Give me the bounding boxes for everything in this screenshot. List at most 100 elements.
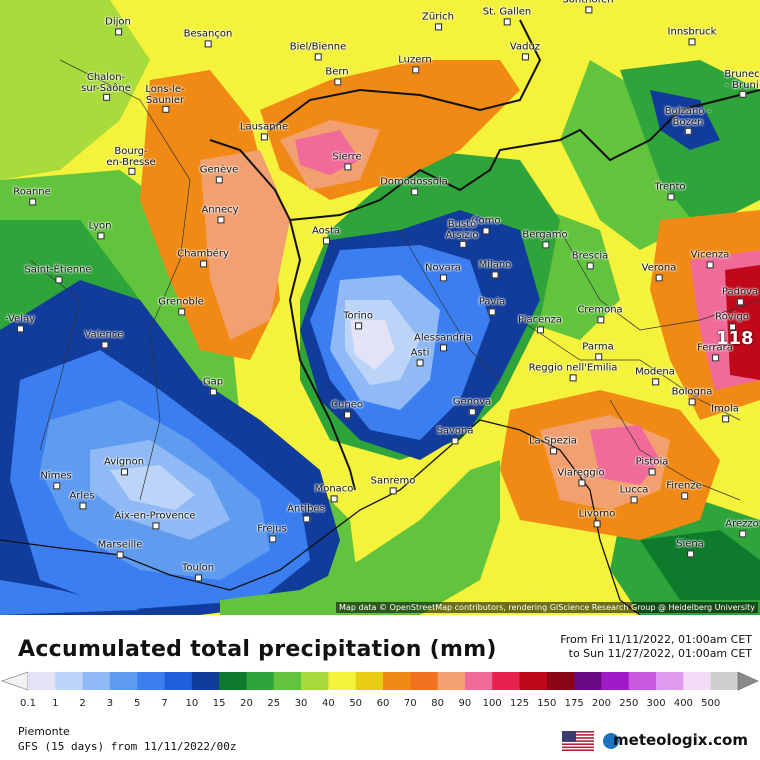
- city-label: Vicenza: [690, 249, 730, 268]
- city-label: Monaco: [314, 483, 354, 502]
- city-label: Valence: [84, 329, 124, 348]
- city-label: Innsbruck: [667, 26, 717, 45]
- scale-swatch: [683, 672, 712, 690]
- scale-swatch: [137, 672, 166, 690]
- scale-tick-label: 125: [509, 698, 530, 709]
- city-label: Siena: [676, 538, 704, 557]
- city-label: Pavia: [478, 296, 506, 315]
- precipitation-field: [0, 0, 760, 615]
- city-label: Vaduz: [509, 41, 541, 60]
- city-label: Roanne: [13, 186, 51, 205]
- map-attribution: Map data © OpenStreetMap contributors, r…: [336, 602, 758, 613]
- city-label: -Velay: [4, 313, 36, 332]
- scale-tick-label: 70: [403, 698, 417, 709]
- city-label: Gap: [202, 376, 224, 395]
- city-label: Zürich: [422, 11, 454, 30]
- city-label: Cremona: [577, 304, 623, 323]
- scale-swatch: [519, 672, 548, 690]
- region-name: Piemonte: [18, 725, 70, 738]
- city-label: Alessandria: [413, 332, 473, 351]
- scale-tick-label: 40: [322, 698, 335, 709]
- city-label: Bern: [325, 66, 349, 85]
- scale-swatch: [437, 672, 466, 690]
- city-label: Sonthofen: [562, 0, 614, 13]
- city-label: Ferrara: [697, 342, 733, 361]
- scale-tick-label: 1: [52, 698, 59, 709]
- city-label: Pistoia: [635, 456, 669, 475]
- meteologix-logo-icon: [603, 733, 619, 749]
- scale-tick-label: 7: [161, 698, 168, 709]
- scale-swatch: [574, 672, 602, 690]
- city-label: Antibes: [287, 503, 325, 522]
- city-label: Viareggio: [557, 467, 605, 486]
- city-label: Avignon: [103, 456, 145, 475]
- scale-tick-label: 2: [79, 698, 86, 709]
- scale-tick-label: 300: [646, 698, 666, 709]
- model-run: GFS (15 days) from 11/11/2022/00z: [18, 740, 237, 753]
- scale-swatch: [710, 672, 739, 690]
- city-label: Savona: [436, 425, 474, 444]
- scale-swatch: [328, 672, 357, 690]
- city-label: Modena: [635, 366, 675, 385]
- city-label: Firenze: [666, 480, 702, 499]
- period-from: From Fri 11/11/2022, 01:00am CET: [560, 633, 752, 646]
- scale-tick-label: 50: [349, 698, 363, 709]
- city-label: Luzern: [398, 54, 432, 73]
- scale-tick-label: 5: [134, 698, 141, 709]
- city-label: Trento: [654, 181, 686, 200]
- city-label: Grenoble: [158, 296, 204, 315]
- scale-swatch: [492, 672, 521, 690]
- city-label: Chalon- sur-Saône: [81, 71, 131, 101]
- scale-tick-label: 30: [294, 698, 308, 709]
- scale-swatch: [109, 672, 138, 690]
- city-label: Bergamo: [522, 229, 568, 248]
- city-label: Saint-Étienne: [24, 264, 92, 283]
- us-flag-icon[interactable]: [562, 731, 594, 751]
- scale-tick-label: 0.1: [20, 698, 36, 709]
- city-label: Aix-en-Provence: [114, 510, 196, 529]
- city-label: Aosta: [311, 225, 341, 244]
- scale-swatch: [601, 672, 630, 690]
- legend-panel: Accumulated total precipitation (mm) Fro…: [0, 615, 760, 760]
- precipitation-map[interactable]: Dijon Besançon Zürich St. Gallen Sonthofen In…: [0, 0, 760, 615]
- city-label: Lausanne: [239, 121, 289, 140]
- city-label: Bourg- en-Bresse: [106, 145, 156, 175]
- city-label: Piacenza: [517, 314, 563, 333]
- scale-tick-label: 90: [458, 698, 472, 709]
- city-label: Besançon: [183, 28, 233, 47]
- city-label: Bolzano - Bozen: [664, 105, 712, 135]
- scale-tick-label: 175: [564, 698, 584, 709]
- city-label: Torino: [343, 310, 373, 329]
- color-scale-labels: 0.1 1 2 3 5 7 10 15 20 25 30 40 50 60 70 80 90 100 125 150 1…: [0, 698, 760, 712]
- city-label: Bologna: [671, 386, 713, 405]
- city-label: Cuneo: [331, 399, 363, 418]
- scale-tick-label: 20: [240, 698, 253, 709]
- city-label: Parma: [582, 341, 614, 360]
- city-label: Busto Arsizio: [445, 218, 479, 248]
- scale-swatch: [191, 672, 220, 690]
- city-label: Verona: [641, 262, 677, 281]
- city-label: Imola: [711, 403, 739, 422]
- city-label: Novara: [425, 262, 461, 281]
- scale-swatch: [355, 672, 384, 690]
- time-period: From Fri 11/11/2022, 01:00am CET to Sun …: [560, 633, 752, 661]
- scale-swatch: [164, 672, 193, 690]
- city-label: Sanremo: [370, 475, 416, 494]
- city-label: Arezzo: [725, 518, 759, 537]
- scale-swatch: [464, 672, 493, 690]
- scale-tick-label: 250: [619, 698, 639, 709]
- scale-swatch: [628, 672, 657, 690]
- city-label: Nîmes: [40, 470, 72, 489]
- scale-tick-label: 80: [431, 698, 444, 709]
- brand-name[interactable]: meteologix.com: [613, 731, 748, 749]
- city-label: Biel/Bienne: [289, 41, 347, 60]
- city-label: Lons-le- Saunier: [145, 83, 185, 113]
- scale-tick-label: 150: [537, 698, 557, 709]
- max-value-label: 118: [716, 328, 754, 349]
- scale-swatch: [656, 672, 684, 690]
- scale-swatch: [546, 672, 575, 690]
- scale-tick-label: 200: [591, 698, 611, 709]
- city-label: Fréjus: [257, 523, 287, 542]
- city-label: Lyon: [88, 220, 112, 239]
- city-label: Sierre: [332, 151, 362, 170]
